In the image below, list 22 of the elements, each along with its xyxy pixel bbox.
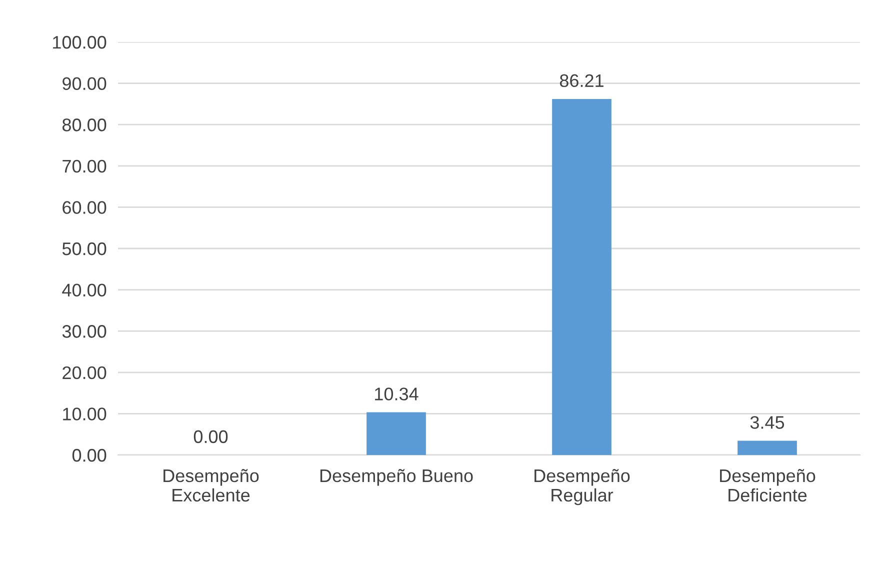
y-tick-label: 80.00 xyxy=(62,118,106,132)
y-tick-label: 90.00 xyxy=(62,77,106,90)
y-tick-label: 20.00 xyxy=(62,366,106,380)
x-tick-label: Desempeño Deficiente xyxy=(720,469,816,502)
x-tick-label: Desempeño Excelente xyxy=(164,469,259,502)
data-label: 3.45 xyxy=(750,416,784,429)
y-tick-label: 30.00 xyxy=(62,325,106,338)
bar xyxy=(738,440,797,455)
y-tick-label: 70.00 xyxy=(62,160,106,173)
x-tick-label: Desempeño Regular xyxy=(534,469,630,506)
bar xyxy=(366,412,426,455)
data-label: 10.34 xyxy=(375,388,418,400)
y-tick-label: 50.00 xyxy=(62,242,106,256)
data-label: 0.00 xyxy=(194,430,228,444)
y-tick-label: 60.00 xyxy=(62,201,106,214)
x-tick-label: Desempeño Bueno xyxy=(320,469,473,486)
y-tick-label: 0.00 xyxy=(72,448,106,462)
bar xyxy=(552,98,612,455)
data-label: 86.21 xyxy=(560,74,604,88)
y-tick-label: 100.00 xyxy=(53,36,106,49)
y-tick-label: 40.00 xyxy=(62,284,106,297)
y-tick-label: 10.00 xyxy=(63,408,106,420)
